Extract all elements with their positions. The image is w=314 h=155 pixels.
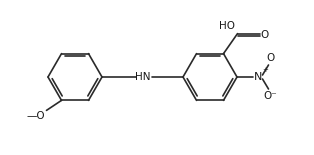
Text: —O: —O [27,111,46,121]
Text: +: + [263,67,268,73]
Text: HO: HO [219,21,236,31]
Text: O: O [261,30,269,40]
Text: N: N [254,72,263,82]
Text: HN: HN [135,72,150,82]
Text: O⁻: O⁻ [264,91,277,101]
Text: O: O [266,53,275,63]
